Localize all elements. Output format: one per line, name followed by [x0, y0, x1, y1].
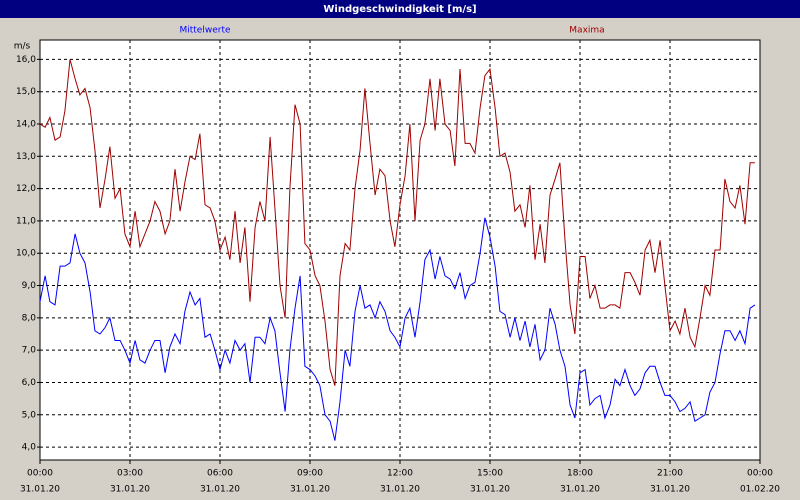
- y-tick-label: 8,0: [22, 313, 37, 323]
- legend-label: Maxima: [569, 26, 604, 36]
- x-tick-label: 00:00: [747, 469, 773, 479]
- y-tick-label: 13,0: [16, 152, 36, 162]
- series-line: [39, 59, 755, 386]
- x-tick-date: 31.01.20: [470, 485, 510, 495]
- y-tick-label: 4,0: [22, 443, 37, 453]
- y-tick-label: 16,0: [16, 55, 36, 65]
- x-tick-date: 31.01.20: [110, 485, 150, 495]
- x-tick-date: 31.01.20: [290, 485, 330, 495]
- y-tick-label: 9,0: [22, 281, 37, 291]
- x-tick-label: 21:00: [657, 469, 683, 479]
- chart-title: Windgeschwindigkeit [m/s]: [323, 4, 476, 15]
- y-tick-label: 7,0: [22, 346, 37, 356]
- x-tick-date: 31.01.20: [380, 485, 420, 495]
- x-tick-label: 15:00: [477, 469, 503, 479]
- x-tick-date: 31.01.20: [20, 485, 60, 495]
- x-tick-date: 01.02.20: [740, 485, 780, 495]
- y-unit: m/s: [14, 42, 31, 52]
- y-tick-label: 12,0: [16, 184, 36, 194]
- title-bar: [0, 0, 800, 18]
- y-tick-label: 10,0: [16, 249, 36, 259]
- x-tick-label: 18:00: [567, 469, 593, 479]
- y-tick-label: 11,0: [16, 216, 36, 226]
- x-tick-label: 06:00: [207, 469, 233, 479]
- y-tick-label: 5,0: [22, 410, 37, 420]
- x-tick-label: 09:00: [297, 469, 323, 479]
- x-tick-date: 31.01.20: [650, 485, 690, 495]
- x-tick-label: 12:00: [387, 469, 413, 479]
- y-tick-label: 15,0: [16, 87, 36, 97]
- x-tick-label: 00:00: [27, 469, 53, 479]
- y-tick-label: 14,0: [16, 120, 36, 130]
- x-tick-date: 31.01.20: [560, 485, 600, 495]
- series-line: [39, 217, 756, 441]
- x-tick-label: 03:00: [117, 469, 143, 479]
- y-tick-label: 6,0: [22, 378, 37, 388]
- x-tick-date: 31.01.20: [200, 485, 240, 495]
- legend-label: Mittelwerte: [179, 26, 230, 36]
